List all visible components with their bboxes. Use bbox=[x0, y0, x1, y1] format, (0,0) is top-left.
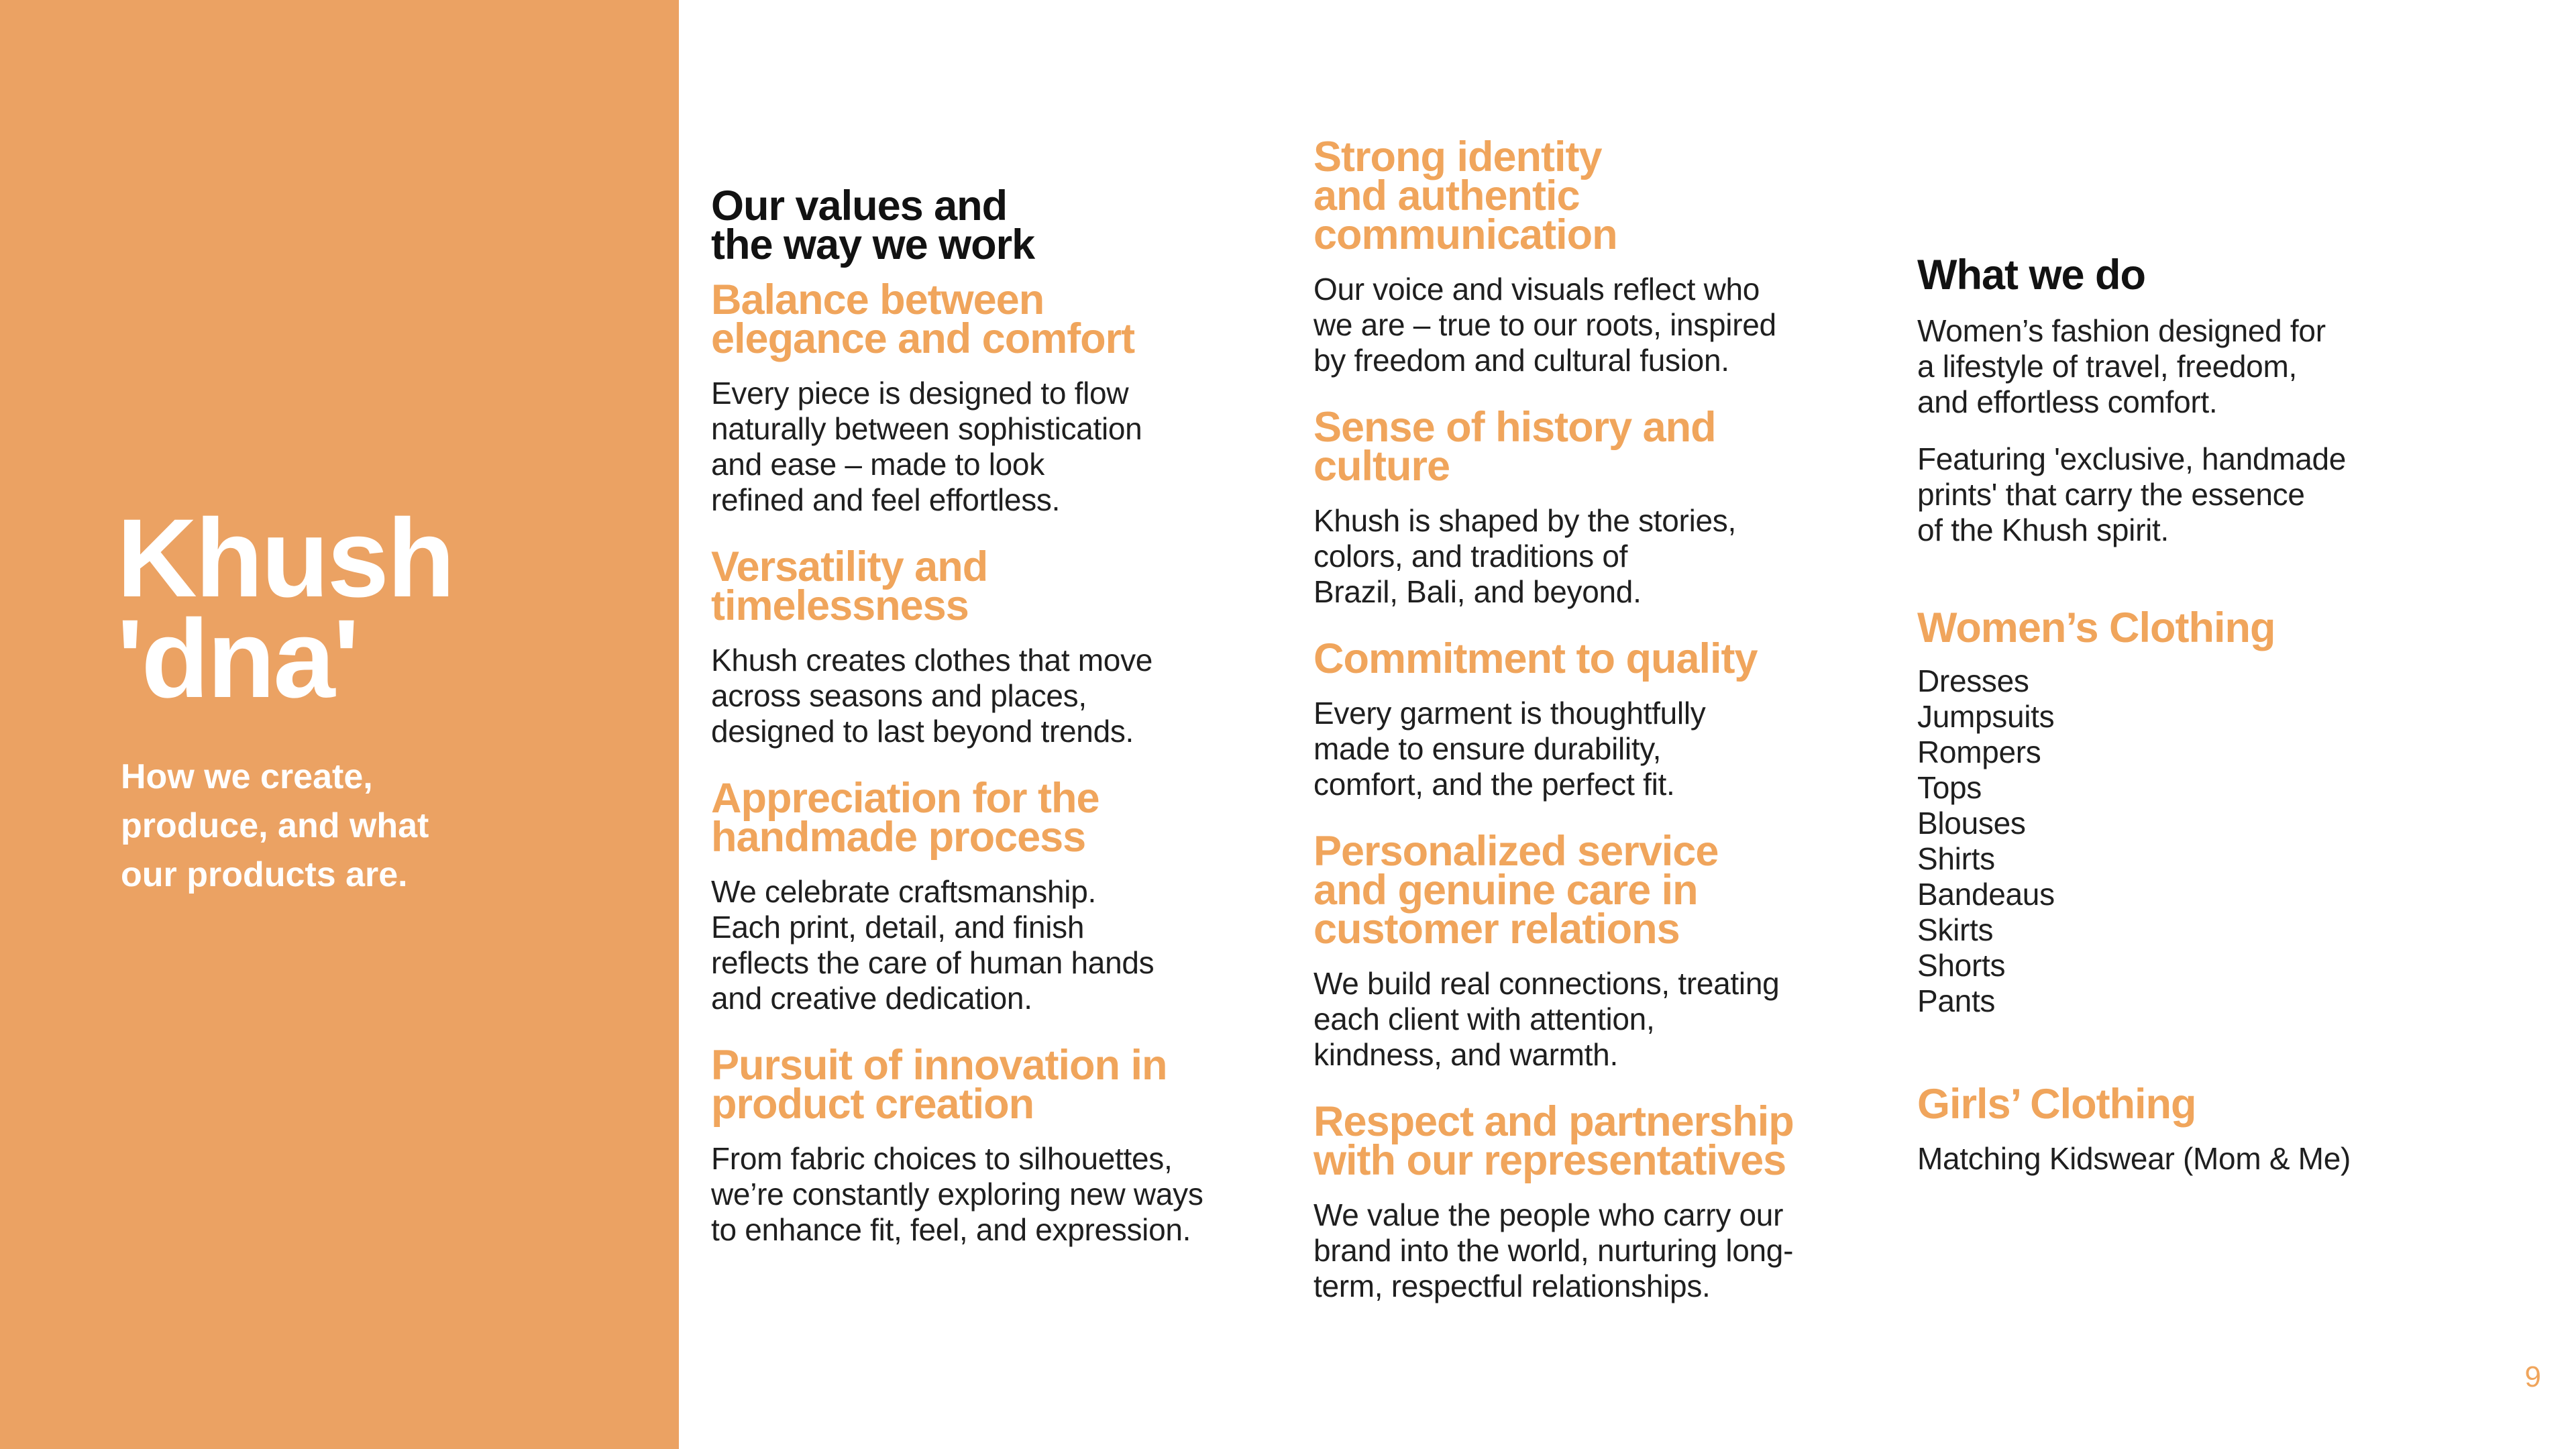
list-item: Pants bbox=[1917, 983, 1996, 1018]
list-item: Jumpsuits bbox=[1917, 699, 2055, 734]
value-section-versatility: Versatility and timelessness Khush creat… bbox=[711, 543, 1301, 749]
section-body: Every piece is designed to flow naturall… bbox=[711, 376, 1142, 517]
section-body: Khush creates clothes that move across s… bbox=[711, 643, 1153, 749]
identity-section-respect: Respect and partnership with our represe… bbox=[1313, 1098, 1904, 1304]
section-body: From fabric choices to silhouettes, we’r… bbox=[711, 1141, 1203, 1247]
list-item: Skirts bbox=[1917, 912, 1994, 947]
page-number: 9 bbox=[2524, 1360, 2541, 1393]
list-item: Blouses bbox=[1917, 806, 2026, 841]
list-item: Bandeaus bbox=[1917, 877, 2055, 912]
section-body: We build real connections, treating each… bbox=[1313, 966, 1780, 1072]
section-heading: Balance between elegance and comfort bbox=[711, 276, 1135, 362]
section-heading: Appreciation for the handmade process bbox=[711, 775, 1100, 861]
girls-clothing-body: Matching Kidswear (Mom & Me) bbox=[1917, 1141, 2351, 1176]
section-heading: Personalized service and genuine care in… bbox=[1313, 828, 1719, 953]
section-heading: Commitment to quality bbox=[1313, 635, 1758, 682]
identity-section-communication: Strong identity and authentic communicat… bbox=[1313, 133, 1904, 378]
list-item: Shorts bbox=[1917, 948, 2006, 983]
column-values: Our values and the way we work Balance b… bbox=[711, 182, 1301, 1248]
value-section-innovation: Pursuit of innovation in product creatio… bbox=[711, 1042, 1301, 1248]
sidebar-panel: Khush 'dna' How we create, produce, and … bbox=[0, 0, 679, 1449]
slide-subtitle: How we create, produce, and what our pro… bbox=[121, 757, 429, 894]
section-heading: Versatility and timelessness bbox=[711, 543, 988, 629]
identity-section-history: Sense of history and culture Khush is sh… bbox=[1313, 404, 1904, 610]
section-body: We celebrate craftsmanship. Each print, … bbox=[711, 874, 1155, 1016]
list-item: Dresses bbox=[1917, 663, 2029, 698]
section-body: Every garment is thoughtfully made to en… bbox=[1313, 696, 1706, 802]
section-body: We value the people who carry our brand … bbox=[1313, 1197, 1794, 1303]
section-heading: Pursuit of innovation in product creatio… bbox=[711, 1042, 1167, 1128]
identity-section-quality: Commitment to quality Every garment is t… bbox=[1313, 635, 1904, 802]
value-section-balance: Balance between elegance and comfort Eve… bbox=[711, 276, 1301, 518]
values-heading: Our values and the way we work bbox=[711, 182, 1035, 268]
what-we-do-heading: What we do bbox=[1917, 252, 2146, 299]
slide-title: Khush 'dna' bbox=[117, 496, 455, 721]
section-heading: Respect and partnership with our represe… bbox=[1313, 1098, 1794, 1184]
girls-clothing-heading: Girls’ Clothing bbox=[1917, 1081, 2197, 1128]
list-item: Rompers bbox=[1917, 735, 2041, 769]
section-heading: Sense of history and culture bbox=[1313, 404, 1717, 490]
section-body: Our voice and visuals reflect who we are… bbox=[1313, 272, 1776, 378]
column-what-we-do: What we do Women’s fashion designed for … bbox=[1917, 252, 2427, 1177]
value-section-handmade: Appreciation for the handmade process We… bbox=[711, 775, 1301, 1016]
list-item: Tops bbox=[1917, 770, 1982, 805]
womens-clothing-list: Dresses Jumpsuits Rompers Tops Blouses S… bbox=[1917, 663, 2427, 1019]
section-body: Khush is shaped by the stories, colors, … bbox=[1313, 503, 1736, 609]
identity-section-service: Personalized service and genuine care in… bbox=[1313, 828, 1904, 1073]
what-we-do-paragraph: Featuring 'exclusive, handmade prints' t… bbox=[1917, 441, 2347, 547]
section-heading: Strong identity and authentic communicat… bbox=[1313, 133, 1618, 258]
what-we-do-paragraph: Women’s fashion designed for a lifestyle… bbox=[1917, 313, 2326, 419]
womens-clothing-heading: Women’s Clothing bbox=[1917, 604, 2275, 651]
list-item: Shirts bbox=[1917, 841, 1995, 876]
column-identity: Strong identity and authentic communicat… bbox=[1313, 133, 1904, 1304]
